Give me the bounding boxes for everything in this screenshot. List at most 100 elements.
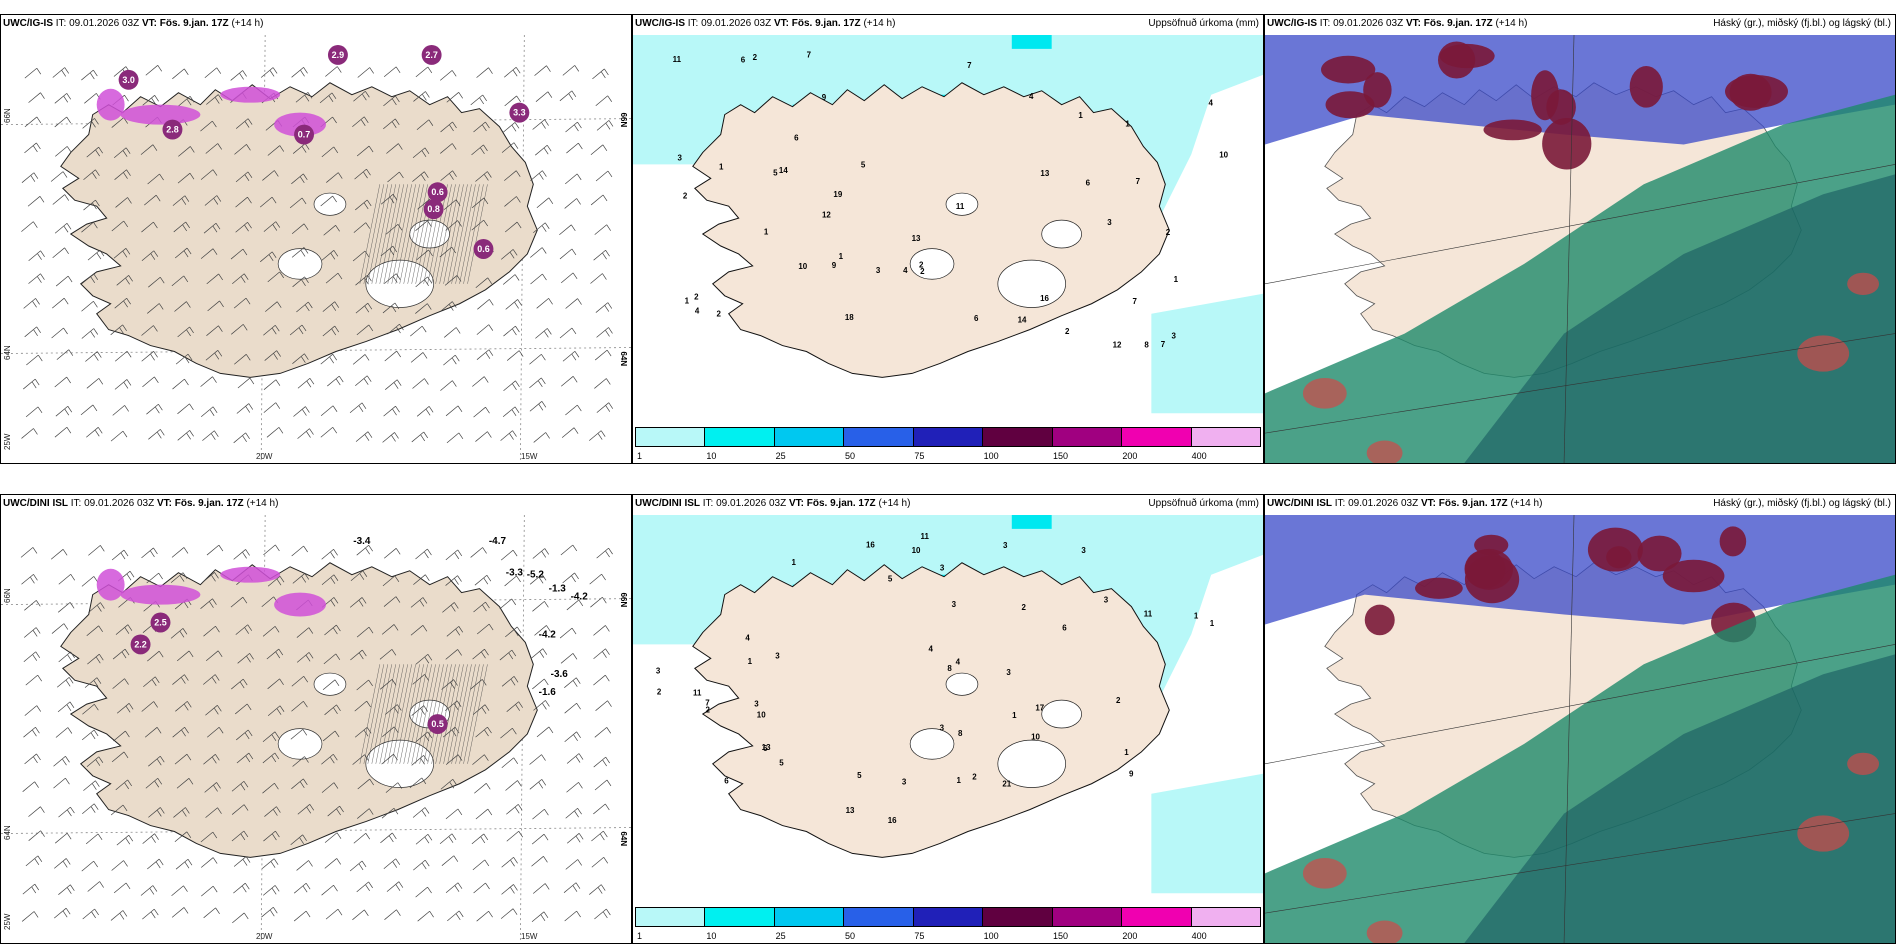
lon-label: 15W — [521, 932, 538, 941]
glacier — [313, 192, 347, 216]
colorbar-segment — [774, 908, 845, 926]
colorbar-tick: 400 — [1191, 931, 1207, 941]
precip-value: 2 — [706, 706, 711, 715]
glacier — [365, 739, 434, 788]
precip-value: 9 — [822, 93, 827, 102]
colorbar-tick: 100 — [983, 451, 999, 461]
glacier — [997, 259, 1066, 308]
panel-title: Uppsöfnuð úrkoma (mm) — [1148, 498, 1259, 509]
lat-label: 64N — [619, 832, 628, 847]
low-cloud-dense — [1464, 654, 1895, 943]
precip-map[interactable]: 6 3 1 3 8 3 10 13 11 6 11 11 10 8 16 16 9 3 6 13 21 10 5 4 4 5 7 3 3… — [633, 515, 1263, 943]
cloud-map[interactable] — [1265, 515, 1895, 943]
precip-value: 3 — [940, 564, 945, 573]
colorbar-segment — [1052, 428, 1123, 446]
svg-text:-4.2: -4.2 — [539, 629, 557, 640]
glacier — [277, 728, 323, 760]
precip-streak — [220, 566, 281, 583]
lon-label: 20W — [256, 452, 273, 461]
svg-text:-5.2: -5.2 — [527, 570, 545, 581]
precip-panel-top: UWC/IG-IS IT: 09.01.2026 03Z VT: Fös. 9.… — [632, 14, 1264, 464]
wind-value-label: -1.3 — [549, 584, 567, 595]
precip-value: 9 — [1129, 770, 1134, 779]
glacier — [1041, 699, 1082, 729]
cloud-map[interactable] — [1265, 35, 1895, 463]
precip-value: 7 — [705, 698, 710, 707]
svg-text:3.3: 3.3 — [513, 108, 525, 118]
precip-value: 8 — [947, 664, 952, 673]
high-cloud — [1847, 272, 1880, 295]
precip-value: 2 — [694, 292, 699, 301]
wind-value-label: -3.3 — [506, 568, 524, 579]
lat-label: 66N — [3, 588, 12, 603]
graticule-line — [1265, 164, 1895, 285]
hatch-area — [359, 184, 488, 284]
svg-text:-1.3: -1.3 — [549, 584, 567, 595]
wind-value-label: 2.7 — [421, 44, 442, 65]
colorbar-segment — [1052, 908, 1123, 926]
colorbar-tick: 400 — [1191, 451, 1207, 461]
wind-map[interactable]: 3.0 2.8 2.9 2.7 3.3 0.7 0.8 0.6 0.6 66N 64N — [1, 35, 631, 463]
panel-title: Háský (gr.), miðský (fj.bl.) og lágský (… — [1713, 498, 1891, 509]
graticule-line — [1265, 333, 1895, 434]
precip-value: 3 — [876, 266, 881, 275]
colorbar-segment — [636, 428, 706, 446]
wind-value-label: -3.6 — [551, 669, 569, 680]
precip-value: 16 — [1040, 294, 1049, 303]
glacier — [1041, 219, 1082, 249]
precip-value: 10 — [1031, 733, 1040, 742]
lat-label: 64N — [3, 825, 12, 840]
svg-text:2.2: 2.2 — [134, 639, 146, 649]
precip-value: 7 — [967, 61, 972, 70]
precip-streak — [96, 568, 125, 601]
panel-header: UWC/IG-IS IT: 09.01.2026 03Z VT: Fös. 9.… — [3, 18, 264, 29]
precip-value: 10 — [757, 710, 766, 719]
high-cloud — [1364, 604, 1395, 636]
precip-value: 10 — [1219, 151, 1228, 160]
lon-label: 20W — [256, 932, 273, 941]
precip-value: 4 — [928, 644, 933, 653]
precip-value: 4 — [1208, 99, 1213, 108]
panel-header: UWC/IG-IS IT: 09.01.2026 03Z VT: Fös. 9.… — [635, 18, 896, 29]
colorbar-segment — [913, 908, 984, 926]
precip-value: 3 — [952, 600, 957, 609]
colorbar-tick: 100 — [983, 931, 999, 941]
wind-panel-top: UWC/IG-IS IT: 09.01.2026 03Z VT: Fös. 9.… — [0, 14, 632, 464]
graticule-line — [1265, 644, 1895, 765]
colorbar-segment — [1191, 428, 1260, 446]
precip-value: 6 — [1086, 179, 1091, 188]
precip-field-light — [1151, 773, 1263, 894]
precip-value: 4 — [695, 307, 700, 316]
wind-value-label: 2.5 — [150, 612, 171, 633]
high-cloud — [1797, 335, 1850, 372]
glacier — [909, 728, 955, 760]
precip-value: 11 — [956, 202, 965, 211]
colorbar-segment — [774, 428, 845, 446]
precip-value: 5 — [773, 169, 778, 178]
precip-value: 12 — [1113, 340, 1122, 349]
precip-value: 1 — [1210, 619, 1215, 628]
precip-value: 1 — [1078, 111, 1083, 120]
precip-value: 1 — [764, 227, 769, 236]
panel-header: UWC/IG-IS IT: 09.01.2026 03Z VT: Fös. 9.… — [1267, 18, 1528, 29]
wind-value-label: 3.0 — [118, 69, 139, 90]
svg-text:0.8: 0.8 — [427, 204, 439, 214]
wind-value-label: 2.2 — [130, 634, 151, 655]
colorbar-segment — [1122, 908, 1192, 926]
svg-text:-4.2: -4.2 — [571, 592, 589, 603]
precip-value: 1 — [685, 296, 690, 305]
precip-streak — [220, 86, 281, 103]
cloud-panel-top: UWC/IG-IS IT: 09.01.2026 03Z VT: Fös. 9.… — [1264, 14, 1896, 464]
lat-label: 66N — [619, 593, 628, 608]
high-cloud — [1847, 752, 1880, 775]
lat-label: 64N — [3, 345, 12, 360]
precip-map[interactable]: 13 5 6 3 7 9 4 12 9 6 7 7 11 12 19 16 11 10 4 5 8 14 14 10 7 13 6 2… — [633, 35, 1263, 463]
high-cloud — [1629, 66, 1663, 108]
precip-value: 14 — [779, 166, 788, 175]
colorbar-tick: 25 — [775, 931, 786, 941]
wind-map[interactable]: -3.4 -4.7 -3.3 -5.2 -1.3 -4.2 -4.2 -3.6 -1.6 2.5 2… — [1, 515, 631, 943]
precip-value: 9 — [832, 261, 837, 270]
wind-value-label: 0.6 — [473, 239, 494, 259]
wind-value-label: -5.2 — [527, 570, 545, 581]
precip-value: 10 — [798, 262, 807, 271]
